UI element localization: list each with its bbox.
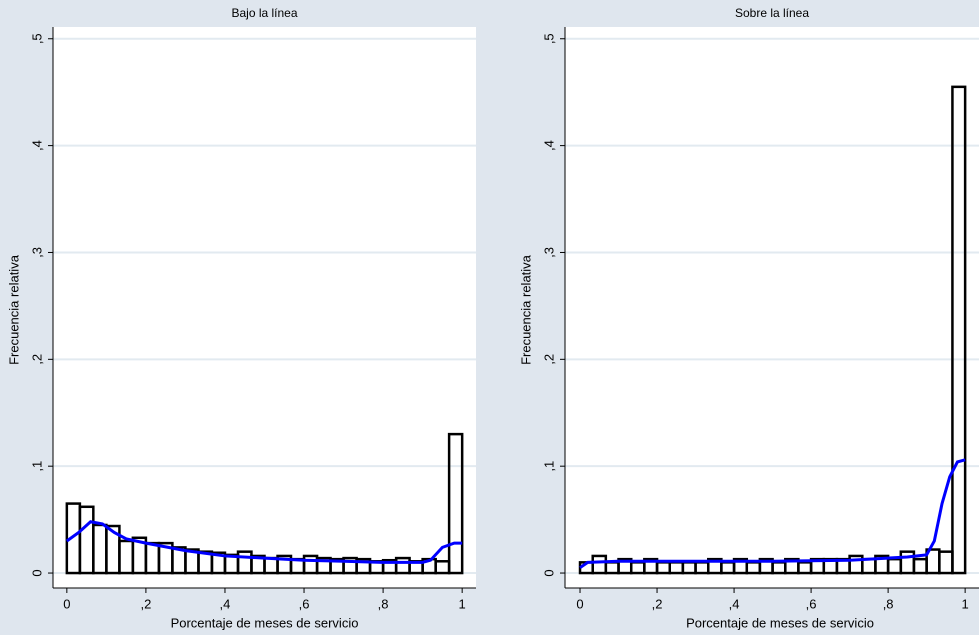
x-axis-label: Porcentaje de meses de servicio	[171, 615, 359, 630]
x-axis-label: Porcentaje de meses de servicio	[686, 615, 874, 630]
y-tick-label: ,3	[29, 247, 44, 258]
x-tick-label: ,2	[140, 596, 151, 611]
x-tick-label: ,4	[729, 596, 740, 611]
y-tick-label: ,2	[29, 354, 44, 365]
plot-area	[53, 27, 476, 588]
x-tick-label: ,4	[220, 596, 231, 611]
x-tick-label: ,6	[299, 596, 310, 611]
x-tick-label: ,8	[378, 596, 389, 611]
y-tick-label: 0	[541, 569, 556, 576]
density-line	[65, 520, 463, 564]
y-tick-label: ,4	[29, 140, 44, 151]
y-tick-label: ,2	[541, 354, 556, 365]
plot-area	[565, 27, 979, 588]
panel-title: Sobre la línea	[735, 6, 809, 20]
bar	[447, 432, 464, 575]
x-tick-label: 0	[63, 596, 70, 611]
y-tick-label: ,3	[541, 247, 556, 258]
y-tick-label: ,1	[29, 461, 44, 472]
y-tick-label: 0	[29, 569, 44, 576]
x-tick-label: ,8	[883, 596, 894, 611]
x-tick-label: 1	[962, 596, 969, 611]
y-axis-label: Frecuencia relativa	[6, 254, 21, 365]
x-tick-label: ,6	[806, 596, 817, 611]
x-tick-label: ,2	[652, 596, 663, 611]
density-line	[579, 458, 966, 569]
y-tick-label: ,5	[541, 33, 556, 44]
x-tick-label: 1	[459, 596, 466, 611]
bar	[951, 85, 967, 575]
y-tick-label: ,1	[541, 461, 556, 472]
y-tick-label: ,5	[29, 33, 44, 44]
x-tick-label: 0	[576, 596, 583, 611]
panel-title: Bajo la línea	[231, 6, 297, 20]
y-tick-label: ,4	[541, 140, 556, 151]
y-axis-label: Frecuencia relativa	[518, 254, 533, 365]
